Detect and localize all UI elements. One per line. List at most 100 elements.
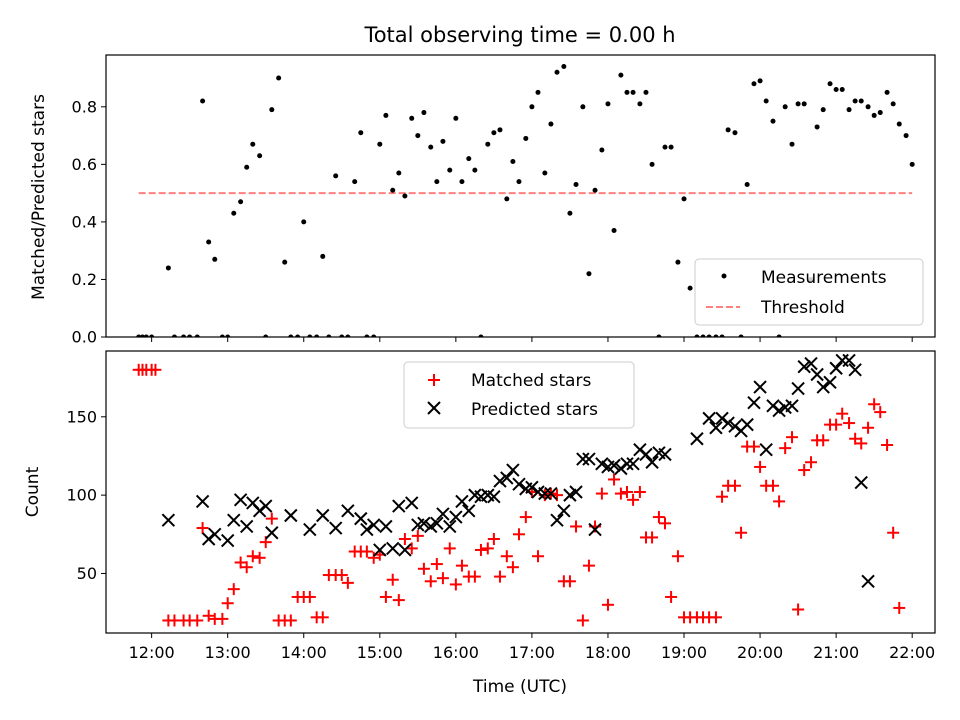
predicted-star-point [360,522,374,537]
predicted-star-point [569,485,583,499]
measurement-point [877,110,883,116]
legend-predicted-marker [427,401,441,415]
measurement-point [890,101,896,107]
predicted-star-point [487,489,501,504]
measurement-point [516,179,522,185]
matched-star-point [817,434,830,447]
measurement-point [339,334,345,337]
top-plot-area: 0.0 0.2 0.4 0.6 0.8 [72,54,936,347]
predicted-star-point [341,504,355,518]
bottom-plot-area: 50 100 150 12:00 13:00 14:00 15:00 16:00 17:00 18… [66,350,936,662]
measurement-point [219,334,225,337]
matched-star-point [881,439,894,451]
matched-star-point [773,495,786,508]
predicted-star-point [842,353,856,368]
matched-star-point [227,583,240,596]
matched-star-point [633,486,646,498]
measurement-point [200,98,206,104]
measurement-point [827,81,833,87]
measurement-point [801,101,807,107]
matched-star-point [576,614,589,627]
predicted-star-point [373,543,387,557]
measurement-point [535,89,541,95]
bottom-x-tick-label: 17:00 [509,643,555,662]
bottom-x-tick-label: 18:00 [585,643,631,662]
matched-star-point [411,529,424,542]
measurement-point [643,89,649,95]
measurement-point [681,196,687,202]
predicted-star-point [626,457,640,471]
matched-star-point [849,432,862,445]
measurement-point [839,87,845,93]
matched-star-point [392,594,405,607]
matched-star-point [284,614,297,627]
predicted-star-point [759,442,773,457]
legend-measurements-label: Measurements [761,268,887,288]
matched-star-point [240,561,253,574]
measurement-point [396,170,402,176]
measurement-point [244,164,250,170]
measurement-point [871,112,877,118]
top-y-tick-label: 0.8 [72,97,97,116]
matched-star-point [582,559,595,572]
predicted-star-point [512,477,526,491]
measurement-point [833,87,839,93]
predicted-star-point [854,475,868,490]
measurement-point [656,334,662,337]
predicted-star-point [785,399,799,413]
top-y-tick-label: 0.0 [72,328,97,347]
predicted-star-point [740,417,754,432]
measurement-point [165,265,171,271]
measurement-point [352,179,358,185]
measurement-point [624,89,630,95]
bottom-x-tick-label: 21:00 [813,643,859,662]
measurement-point [865,104,871,110]
measurement-point [789,141,795,147]
predicted-star-point [829,361,843,375]
matched-star-point [386,573,399,586]
matched-star-point [265,512,278,525]
matched-star-point [455,559,468,572]
predicted-star-point [690,432,704,446]
predicted-star-point [823,375,837,390]
matched-star-point [855,437,868,450]
measurement-point [846,107,852,113]
measurement-point [611,228,617,234]
predicted-star-point [303,522,317,537]
matched-star-point [234,556,247,569]
matched-star-point [221,597,234,610]
predicted-star-point [239,519,254,534]
matched-star-point [767,479,780,492]
bottom-legend-frame [403,361,635,429]
predicted-star-point [804,356,818,371]
predicted-star-point [417,516,431,531]
matched-star-point [652,511,665,524]
predicted-star-point [386,541,400,556]
measurement-point [713,334,719,337]
measurement-point [548,121,554,127]
legend-matched-marker [428,374,440,386]
measurement-point [668,144,674,150]
matched-star-point [887,526,900,539]
measurement-point [194,334,200,337]
measurement-point [884,89,890,95]
matched-star-point [893,601,906,614]
matched-star-point [836,407,849,420]
predicted-star-point [506,463,520,477]
predicted-star-point [430,516,444,531]
matched-star-point [481,542,494,555]
top-y-axis-label: Matched/Predicted stars [29,94,49,300]
measurement-point [459,179,465,185]
bottom-y-tick-label: 100 [66,486,97,505]
predicted-star-point [791,381,805,396]
measurement-point [523,135,529,141]
matched-star-point [449,578,462,591]
predicted-star-point [753,380,767,394]
measurement-point [307,334,313,337]
measurement-point [649,161,655,167]
measurement-point [909,161,915,167]
matched-star-point [779,442,792,455]
measurement-point [358,130,364,136]
measurement-point [504,196,510,202]
matched-star-point [379,590,392,603]
